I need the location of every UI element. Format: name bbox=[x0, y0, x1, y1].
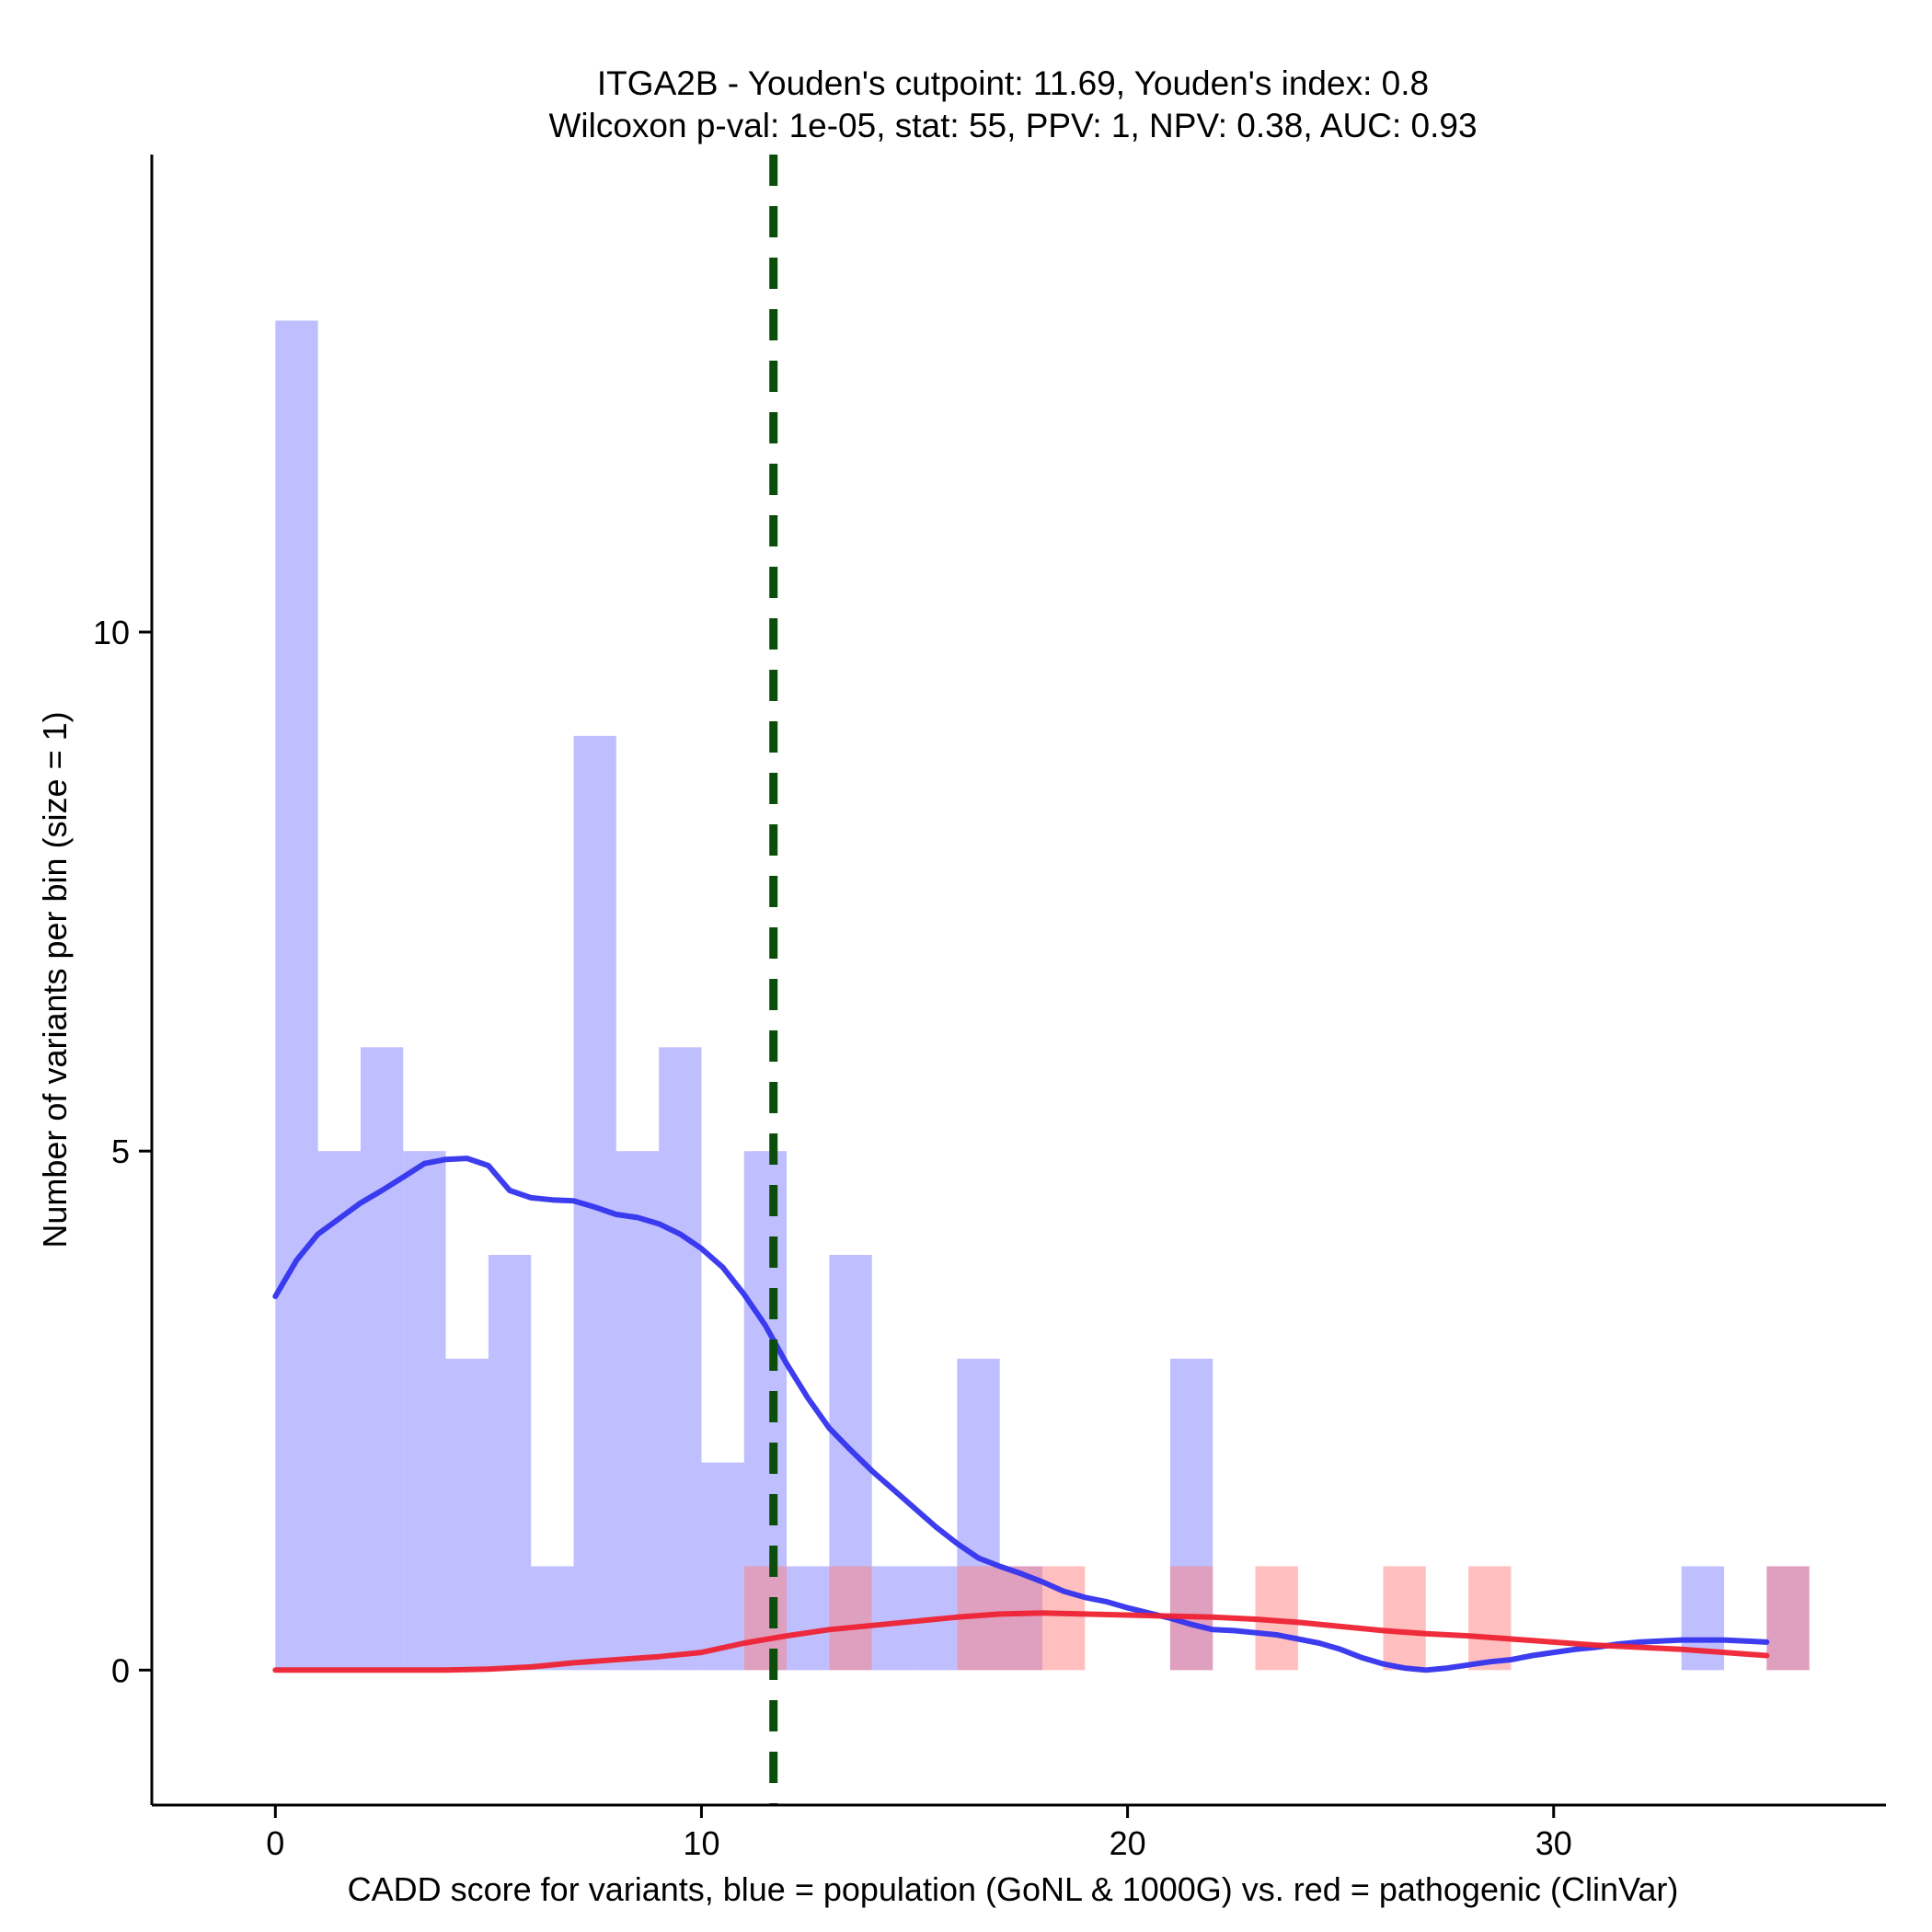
pathogenic-bar bbox=[743, 1566, 788, 1671]
population-bar bbox=[531, 1566, 574, 1671]
y-tick-label: 5 bbox=[111, 1133, 130, 1170]
population-bar bbox=[403, 1151, 446, 1671]
population-bar bbox=[488, 1255, 532, 1671]
y-axis-label: Number of variants per bin (size = 1) bbox=[36, 711, 74, 1248]
x-axis-ticks: 0 10 20 30 bbox=[266, 1805, 1572, 1862]
y-tick-label: 10 bbox=[93, 614, 130, 651]
population-bar bbox=[615, 1151, 660, 1671]
population-bar bbox=[275, 320, 318, 1671]
population-bar bbox=[871, 1566, 915, 1671]
chart-title: ITGA2B - Youden's cutpoint: 11.69, Youde… bbox=[548, 64, 1477, 144]
population-bar bbox=[445, 1358, 489, 1671]
chart-title-line-1: ITGA2B - Youden's cutpoint: 11.69, Youde… bbox=[597, 64, 1429, 102]
x-axis-label: CADD score for variants, blue = populati… bbox=[348, 1870, 1679, 1908]
x-tick-label: 0 bbox=[266, 1824, 284, 1862]
population-density-curve bbox=[272, 1156, 1770, 1673]
population-bar bbox=[360, 1047, 404, 1671]
y-tick-label: 0 bbox=[111, 1651, 130, 1689]
x-tick-label: 20 bbox=[1110, 1824, 1146, 1862]
axes bbox=[150, 155, 1886, 1807]
population-bar bbox=[317, 1151, 361, 1671]
pathogenic-bars bbox=[743, 1566, 1810, 1671]
x-tick-label: 30 bbox=[1535, 1824, 1572, 1862]
y-axis-ticks: 0 5 10 bbox=[93, 614, 152, 1689]
density-curves bbox=[272, 1156, 1770, 1673]
population-bars bbox=[275, 320, 1810, 1671]
population-bar bbox=[787, 1566, 830, 1671]
pathogenic-bar bbox=[1383, 1566, 1426, 1671]
x-tick-label: 10 bbox=[683, 1824, 719, 1862]
pathogenic-bar bbox=[1766, 1566, 1810, 1671]
pathogenic-bar bbox=[999, 1566, 1042, 1671]
pathogenic-bar bbox=[829, 1566, 872, 1671]
population-bar bbox=[659, 1047, 702, 1671]
pathogenic-density-curve bbox=[272, 1610, 1770, 1673]
population-bar bbox=[701, 1462, 744, 1671]
chart-title-line-2: Wilcoxon p-val: 1e-05, stat: 55, PPV: 1,… bbox=[548, 107, 1477, 144]
pathogenic-bar bbox=[1468, 1566, 1512, 1671]
